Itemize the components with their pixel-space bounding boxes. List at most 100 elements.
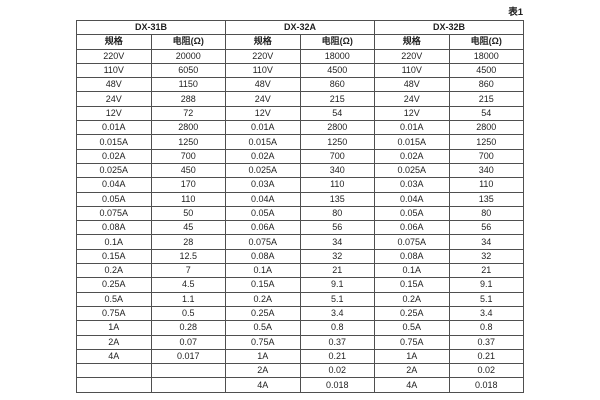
cell-spec: 1A: [374, 348, 450, 365]
table-row: 0.075A 50 0.05A 80 0.05A 80: [76, 205, 524, 222]
cell-spec: 4A: [225, 377, 301, 393]
table-row: 0.02A 700 0.02A 700 0.02A 700: [76, 148, 524, 164]
cell-spec: 0.075A: [374, 234, 450, 250]
cell-resistance: 0.018: [448, 377, 524, 393]
cell-resistance: 110: [299, 177, 375, 193]
cell-resistance: 28: [150, 234, 226, 250]
table-row: 24V 288 24V 215 24V 215: [76, 91, 524, 107]
cell-resistance: 0.02: [448, 363, 524, 379]
cell-resistance: 0.02: [299, 363, 375, 379]
table-row: 0.75A 0.5 0.25A 3.4 0.25A 3.4: [76, 305, 524, 322]
cell-spec: 220V: [374, 48, 450, 64]
column-header-resistance: 电阻(Ω): [299, 34, 375, 50]
cell-spec: 0.01A: [374, 120, 450, 136]
cell-resistance: 2800: [448, 120, 524, 136]
cell-spec: 0.2A: [76, 263, 152, 279]
cell-resistance: 18000: [299, 48, 375, 64]
cell-spec: 4A: [76, 348, 152, 365]
column-header-resistance: 电阻(Ω): [448, 34, 524, 50]
cell-spec: 0.015A: [225, 134, 301, 150]
cell-spec: 0.075A: [225, 234, 301, 250]
cell-spec: 0.05A: [225, 205, 301, 222]
table-row: 0.08A 45 0.06A 56 0.06A 56: [76, 220, 524, 236]
table-row: 0.2A 7 0.1A 21 0.1A 21: [76, 263, 524, 279]
cell-spec: 0.015A: [76, 134, 152, 150]
cell-spec: 48V: [374, 77, 450, 93]
table-row: 110V 6050 110V 4500 110V 4500: [76, 62, 524, 79]
cell-spec: 0.03A: [225, 177, 301, 193]
cell-resistance: 4500: [299, 62, 375, 79]
cell-resistance: 450: [150, 162, 226, 179]
table-row: 12V 72 12V 54 12V 54: [76, 105, 524, 122]
cell-spec: 24V: [374, 91, 450, 107]
cell-spec: 2A: [76, 334, 152, 350]
cell-resistance: 1150: [150, 77, 226, 93]
cell-resistance: 21: [299, 263, 375, 279]
cell-resistance: 1250: [150, 134, 226, 150]
table-row: 0.1A 28 0.075A 34 0.075A 34: [76, 234, 524, 250]
cell-spec: 2A: [374, 363, 450, 379]
cell-resistance: [150, 363, 226, 379]
cell-resistance: 5.1: [299, 291, 375, 307]
cell-spec: 110V: [225, 62, 301, 79]
cell-spec: 0.01A: [225, 120, 301, 136]
cell-spec: 0.05A: [76, 191, 152, 207]
cell-spec: 0.75A: [76, 305, 152, 322]
cell-resistance: 0.21: [299, 348, 375, 365]
cell-resistance: 72: [150, 105, 226, 122]
cell-resistance: 2800: [150, 120, 226, 136]
cell-spec: 0.05A: [374, 205, 450, 222]
cell-resistance: 860: [448, 77, 524, 93]
cell-resistance: 110: [150, 191, 226, 207]
cell-spec: 0.25A: [225, 305, 301, 322]
cell-resistance: 32: [299, 248, 375, 265]
cell-resistance: 700: [299, 148, 375, 164]
cell-resistance: 80: [448, 205, 524, 222]
cell-spec: 0.075A: [76, 205, 152, 222]
table-row: 0.01A 2800 0.01A 2800 0.01A 2800: [76, 120, 524, 136]
cell-spec: 12V: [225, 105, 301, 122]
column-header-row: 规格 电阻(Ω) 规格 电阻(Ω) 规格 电阻(Ω): [76, 34, 524, 50]
cell-spec: 48V: [76, 77, 152, 93]
cell-resistance: 20000: [150, 48, 226, 64]
table-row: 2A 0.07 0.75A 0.37 0.75A 0.37: [76, 334, 524, 350]
cell-spec: 0.03A: [374, 177, 450, 193]
cell-spec: 110V: [76, 62, 152, 79]
column-header-spec: 规格: [225, 34, 301, 50]
cell-spec: 4A: [374, 377, 450, 393]
cell-resistance: 56: [448, 220, 524, 236]
cell-spec: 48V: [225, 77, 301, 93]
cell-spec: [76, 377, 152, 393]
table-caption-label: 表1: [508, 7, 523, 18]
cell-resistance: 56: [299, 220, 375, 236]
cell-resistance: 0.37: [299, 334, 375, 350]
cell-resistance: 7: [150, 263, 226, 279]
table-row: 4A 0.017 1A 0.21 1A 0.21: [76, 348, 524, 365]
cell-resistance: 80: [299, 205, 375, 222]
cell-spec: 0.015A: [374, 134, 450, 150]
cell-spec: 0.04A: [225, 191, 301, 207]
cell-resistance: [150, 377, 226, 393]
table-head: DX-31B DX-32A DX-32B 规格 电阻(Ω) 规格 电阻(Ω) 规…: [76, 19, 524, 50]
cell-resistance: 4500: [448, 62, 524, 79]
cell-spec: 0.06A: [374, 220, 450, 236]
cell-spec: 0.02A: [374, 148, 450, 164]
cell-resistance: 2800: [299, 120, 375, 136]
cell-spec: [76, 363, 152, 379]
cell-resistance: 18000: [448, 48, 524, 64]
cell-spec: 0.02A: [76, 148, 152, 164]
column-header-resistance: 电阻(Ω): [150, 34, 226, 50]
cell-resistance: 860: [299, 77, 375, 93]
cell-resistance: 12.5: [150, 248, 226, 265]
table-row: 0.15A 12.5 0.08A 32 0.08A 32: [76, 248, 524, 265]
cell-spec: 0.2A: [225, 291, 301, 307]
cell-resistance: 1.1: [150, 291, 226, 307]
cell-spec: 0.1A: [374, 263, 450, 279]
cell-spec: 24V: [225, 91, 301, 107]
cell-spec: 0.25A: [374, 305, 450, 322]
cell-spec: 0.15A: [225, 277, 301, 293]
cell-resistance: 0.8: [299, 320, 375, 336]
cell-spec: 0.15A: [76, 248, 152, 265]
cell-resistance: 0.07: [150, 334, 226, 350]
column-header-spec: 规格: [374, 34, 450, 50]
